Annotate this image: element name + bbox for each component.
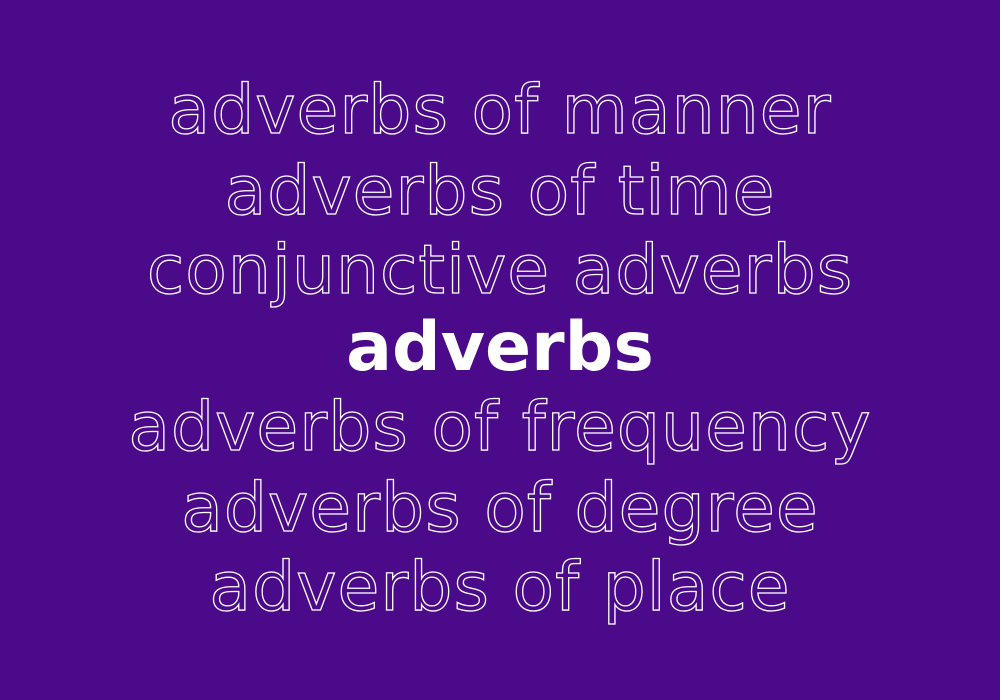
- outline-text-adverbs-of-manner: adverbs of manner: [168, 70, 832, 150]
- outline-text-adverbs-of-time: adverbs of time: [224, 151, 776, 231]
- outline-text-adverbs-of-degree: adverbs of degree: [181, 468, 819, 548]
- outline-text-adverbs-of-frequency: adverbs of frequency: [128, 387, 872, 467]
- outline-text-conjunctive-adverbs: conjunctive adverbs: [146, 230, 854, 310]
- outline-text-adverbs-of-place: adverbs of place: [209, 547, 791, 627]
- headline-adverbs: adverbs: [346, 308, 654, 387]
